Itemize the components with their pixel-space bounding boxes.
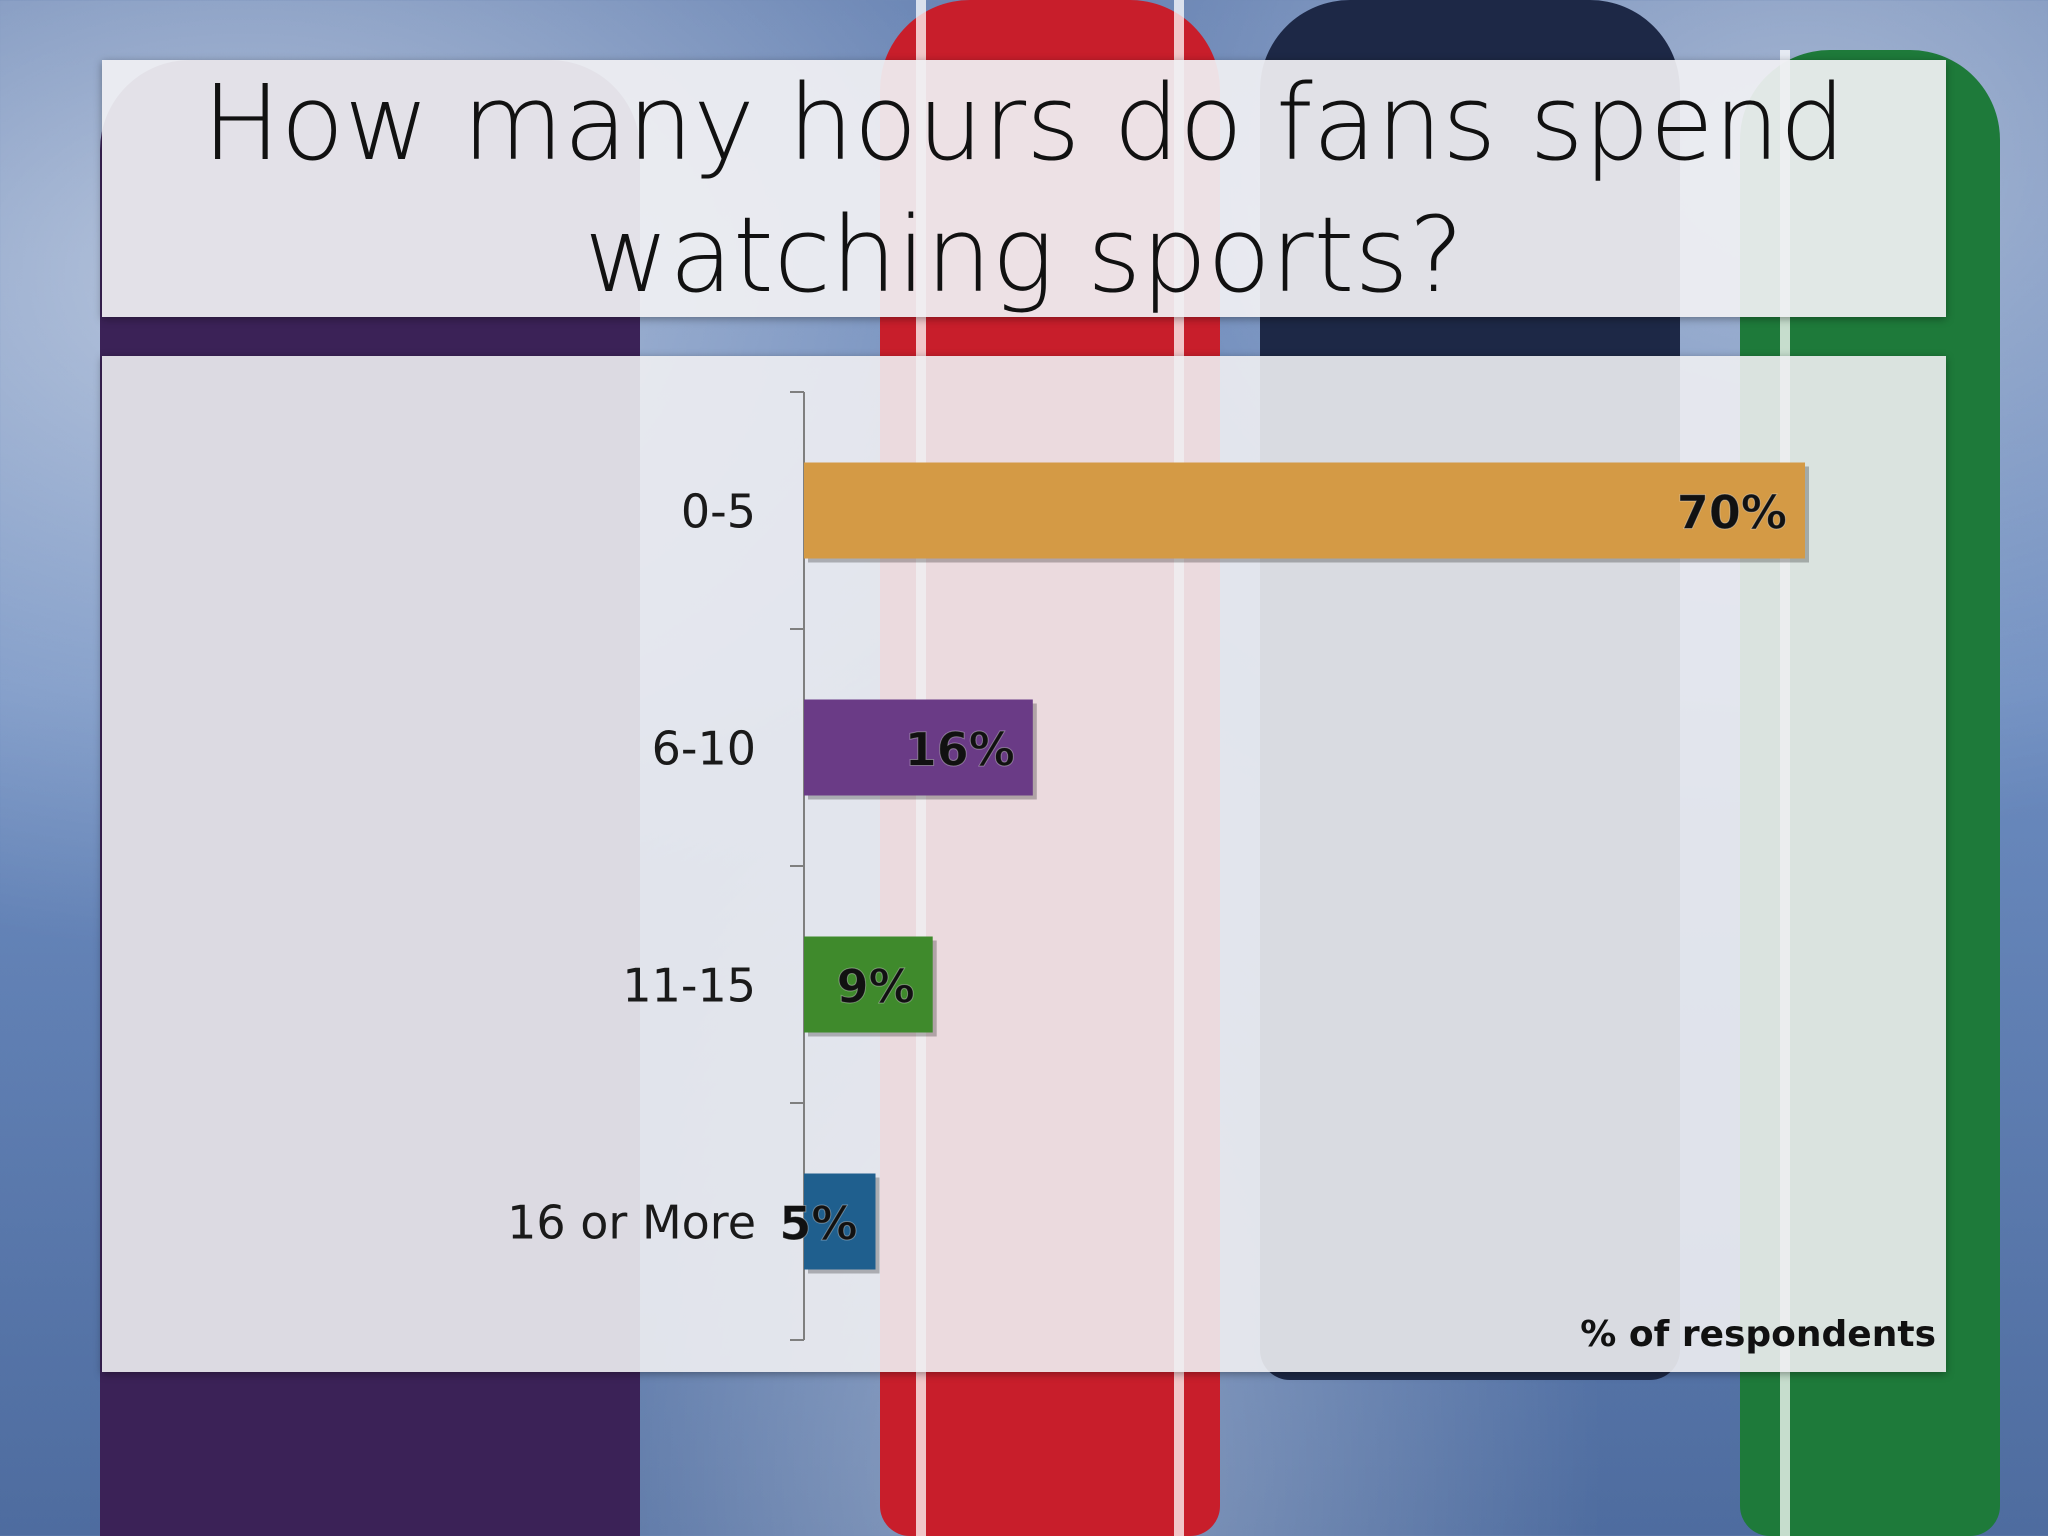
category-label: 16 or More <box>507 1196 756 1250</box>
bar-16-or-more <box>804 1173 876 1270</box>
data-label: 70% <box>1677 486 1787 540</box>
category-label: 11-15 <box>622 959 756 1013</box>
data-label: 5% <box>779 1197 857 1251</box>
title-line-2: watching sports? <box>584 193 1464 316</box>
x-axis-label: % of respondents <box>1580 1314 1936 1355</box>
bar-6-10 <box>804 699 1033 796</box>
chart-panel: 0-5 70% 6-10 16% 11-15 9% 16 or More 5% % of res… <box>102 356 1946 1372</box>
slide-title: How many hours do fans spend watching sp… <box>134 57 1914 321</box>
title-line-1: How many hours do fans spend <box>202 61 1846 184</box>
data-label: 9% <box>837 960 915 1014</box>
category-label: 0-5 <box>681 485 756 539</box>
data-label: 16% <box>905 723 1015 777</box>
bar-0-5 <box>804 462 1805 559</box>
bar-chart: 0-5 70% 6-10 16% 11-15 9% 16 or More 5% % of res… <box>507 391 1936 1355</box>
category-label: 6-10 <box>652 722 756 776</box>
bar-11-15 <box>804 936 933 1033</box>
title-panel: How many hours do fans spend watching sp… <box>102 60 1946 317</box>
